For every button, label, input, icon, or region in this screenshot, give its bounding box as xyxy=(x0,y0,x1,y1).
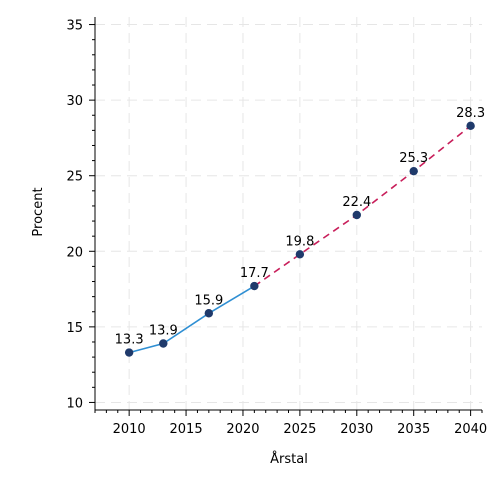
y-tick-label: 20 xyxy=(66,245,83,260)
data-point xyxy=(352,210,361,220)
data-label: 15.9 xyxy=(194,293,223,308)
data-label: 22.4 xyxy=(342,195,371,210)
x-tick-label: 2030 xyxy=(340,422,373,437)
data-labels: 13.3 13.9 15.9 17.7 19.8 22.4 25.3 28.3 xyxy=(115,106,485,348)
data-point xyxy=(159,339,168,348)
x-tick-label: 2010 xyxy=(113,422,146,437)
data-point xyxy=(250,281,259,291)
data-label: 25.3 xyxy=(399,151,428,166)
data-point xyxy=(409,166,418,176)
data-label: 28.3 xyxy=(456,106,485,121)
x-axis-title: Årstal xyxy=(270,451,308,467)
data-point xyxy=(124,348,134,357)
data-label: 13.9 xyxy=(149,323,178,338)
x-tick-label: 2035 xyxy=(397,422,430,437)
data-label: 13.3 xyxy=(115,333,144,348)
y-tick-label: 10 xyxy=(66,396,83,411)
data-label: 17.7 xyxy=(240,266,269,281)
y-tick-label: 30 xyxy=(66,94,83,109)
data-point xyxy=(204,309,214,318)
series-points xyxy=(124,121,475,357)
observed-line xyxy=(128,285,255,354)
data-point xyxy=(295,250,305,259)
data-label: 19.8 xyxy=(285,234,314,249)
x-tick-label: 2015 xyxy=(170,422,203,437)
data-point xyxy=(466,121,475,131)
y-tick-label: 25 xyxy=(66,170,83,185)
y-tick-label: 15 xyxy=(66,321,83,336)
x-tick-label: 2020 xyxy=(226,422,259,437)
y-axis-title: Procent xyxy=(31,187,46,236)
grid xyxy=(95,17,482,410)
x-tick-label: 2025 xyxy=(283,422,316,437)
y-tick-label: 35 xyxy=(66,19,83,34)
x-tick-label: 2040 xyxy=(454,422,487,437)
